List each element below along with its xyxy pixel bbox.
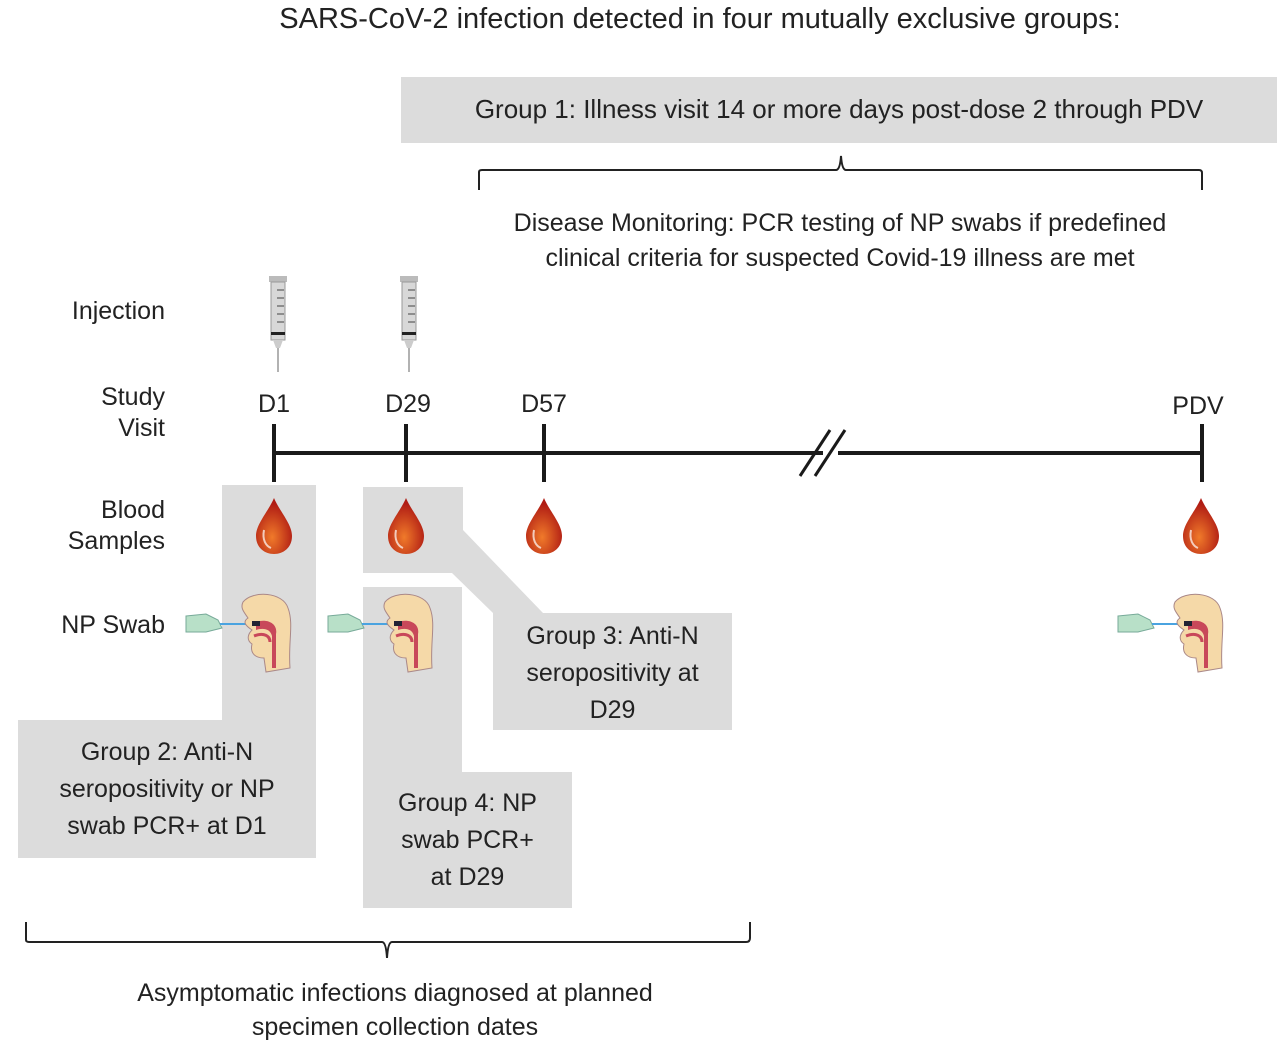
group2-line3: swab PCR+ at D1 [67,812,267,840]
visit-pdv: PDV [1172,392,1224,420]
disease-monitoring-line1: Disease Monitoring: PCR testing of NP sw… [513,209,1167,237]
np-swab-icon [1116,592,1225,674]
group1-box [401,77,1277,143]
group1-label: Group 1: Illness visit 14 or more days p… [474,94,1204,124]
group4-line2: swab PCR+ [401,826,534,854]
visit-d57: D57 [521,390,567,418]
blood-samples-label-1: Blood [101,496,165,524]
study-visit-label-2: Visit [118,414,165,442]
group3-line2: seropositivity at [526,659,699,687]
group2-line1: Group 2: Anti-N [80,738,254,766]
blood-samples-label-2: Samples [67,527,165,555]
syringe-icon [268,275,288,373]
group2-box [18,485,316,858]
top-brace [478,155,1203,190]
syringe-icon [399,275,419,373]
figure-title: SARS-CoV-2 infection detected in four mu… [279,3,1121,35]
disease-monitoring-line2: clinical criteria for suspected Covid-19… [545,244,1135,272]
asymptomatic-line1: Asymptomatic infections diagnosed at pla… [137,979,653,1007]
visit-d1: D1 [258,390,290,418]
timeline [272,424,1204,482]
group3-line3: D29 [589,696,636,724]
group3-box [363,487,732,730]
blood-drop-icon [1182,497,1220,555]
group4-line3: at D29 [430,863,505,891]
group2-line2: seropositivity or NP [59,775,275,803]
bottom-brace [25,922,751,959]
injection-label: Injection [71,297,165,325]
visit-d29: D29 [385,390,431,418]
asymptomatic-line2: specimen collection dates [251,1013,539,1041]
np-swab-label: NP Swab [61,611,165,639]
group4-line1: Group 4: NP [398,789,537,817]
blood-drop-icon [525,497,563,555]
study-visit-label-1: Study [101,383,165,411]
group3-line1: Group 3: Anti-N [526,622,699,650]
